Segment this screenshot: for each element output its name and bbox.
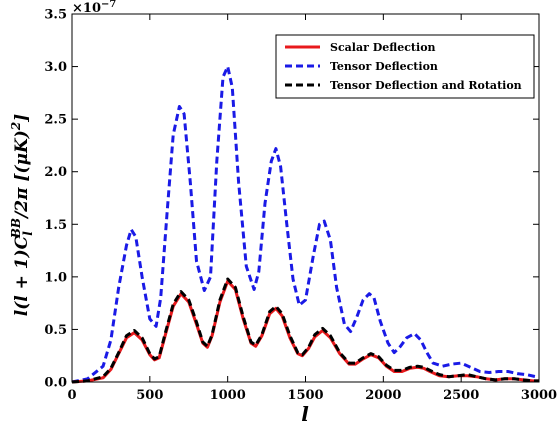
legend-label-tensor-rotation: Tensor Deflection and Rotation (330, 79, 522, 92)
y-tick-label: 2.0 (44, 165, 67, 180)
x-axis-label: l (301, 402, 309, 426)
x-tick-label: 1000 (210, 388, 246, 403)
y-tick-label: 3.0 (44, 60, 67, 75)
series-line-tensor-deflection (71, 65, 539, 384)
y-tick-label: 1.0 (44, 270, 67, 285)
x-tick-label: 500 (136, 388, 163, 403)
y-tick-label: 1.5 (44, 218, 67, 233)
x-tick-label: 0 (67, 388, 76, 403)
legend: Scalar Deflection Tensor Deflection Tens… (275, 34, 535, 99)
x-tick-label: 2500 (443, 388, 479, 403)
y-tick-label: 0.5 (44, 323, 67, 338)
series-line-tensor-deflection-and-rotation (71, 277, 539, 384)
axes-layer: 0 500 1000 1500 2000 2500 3000 0.0 0.5 1.0 1.5 2.0 2… (44, 8, 557, 404)
y-tick-label: 2.5 (44, 113, 67, 128)
x-tick-label: 1500 (287, 388, 323, 403)
legend-label-tensor: Tensor Deflection (330, 60, 438, 73)
y-axis-label: l(l + 1)ClBB/2π [(μK)2] (9, 114, 35, 316)
y-tick-label: 3.5 (44, 8, 67, 23)
x-tick-label: 2000 (365, 388, 401, 403)
legend-label-scalar: Scalar Deflection (330, 41, 436, 54)
x-tick-label: 3000 (521, 388, 557, 403)
series-layer (71, 65, 539, 384)
y-multiplier: ×10−7 (72, 0, 116, 16)
y-tick-label: 0.0 (44, 376, 67, 391)
